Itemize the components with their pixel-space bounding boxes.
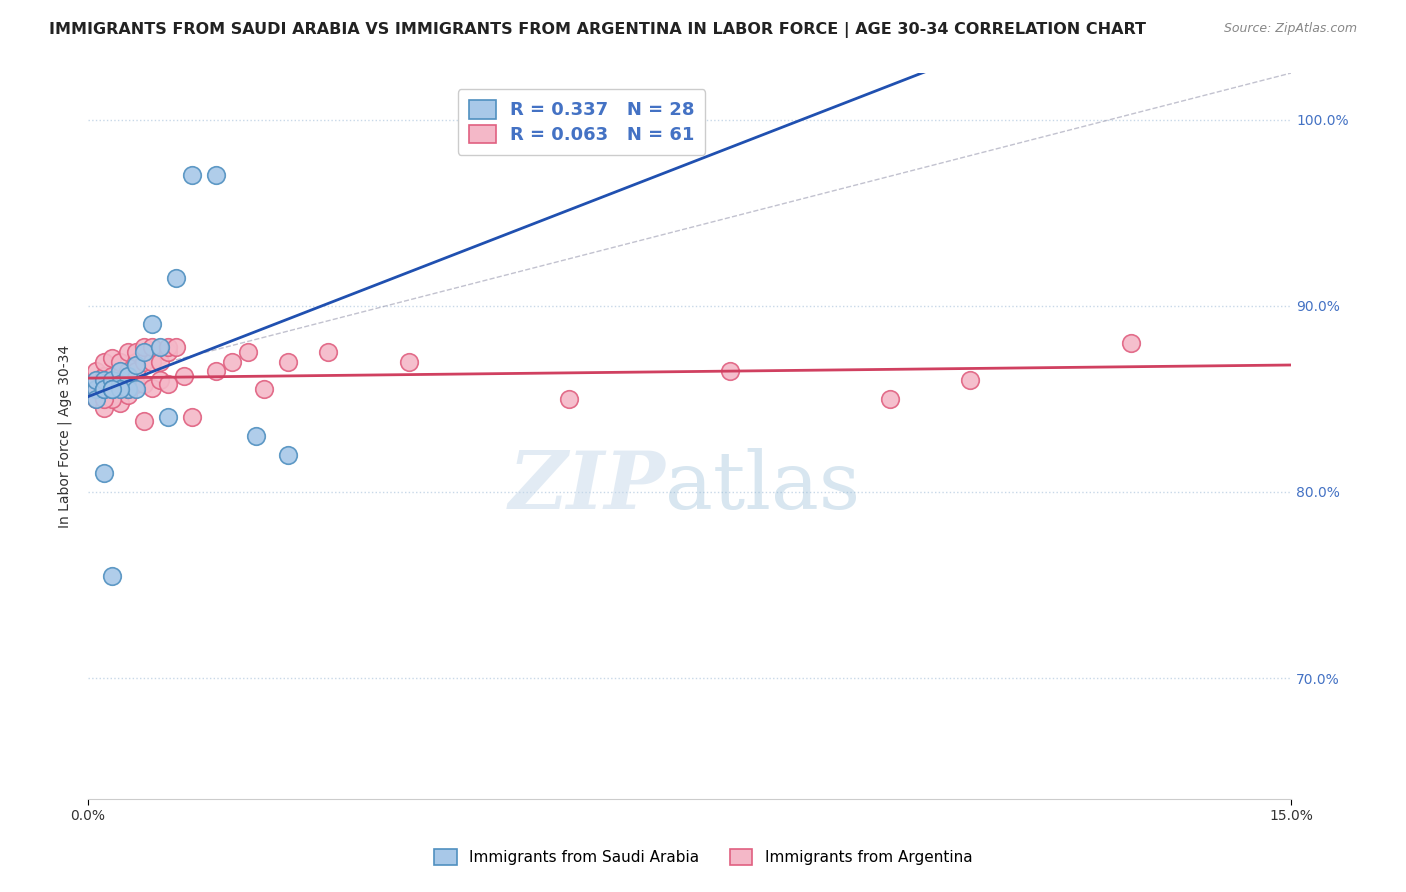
Text: ZIP: ZIP	[509, 448, 665, 525]
Point	[84, 364, 107, 378]
Point	[117, 345, 139, 359]
Point	[108, 373, 131, 387]
Point	[84, 392, 107, 406]
Point	[117, 376, 139, 391]
Point	[93, 376, 115, 391]
Point	[117, 383, 139, 397]
Point	[117, 388, 139, 402]
Point	[100, 383, 122, 397]
Point	[156, 345, 179, 359]
Legend: Immigrants from Saudi Arabia, Immigrants from Argentina: Immigrants from Saudi Arabia, Immigrants…	[427, 843, 979, 871]
Point	[165, 340, 187, 354]
Point	[245, 429, 267, 443]
Point	[398, 354, 420, 368]
Point	[277, 354, 299, 368]
Point	[117, 369, 139, 384]
Point	[100, 388, 122, 402]
Point	[236, 345, 259, 359]
Point	[125, 383, 148, 397]
Point	[93, 383, 115, 397]
Point	[125, 354, 148, 368]
Point	[100, 376, 122, 391]
Point	[221, 354, 243, 368]
Point	[100, 568, 122, 582]
Point	[84, 383, 107, 397]
Point	[149, 340, 172, 354]
Point	[156, 340, 179, 354]
Point	[108, 383, 131, 397]
Point	[84, 373, 107, 387]
Point	[149, 354, 172, 368]
Point	[84, 383, 107, 397]
Point	[84, 392, 107, 406]
Point	[132, 376, 155, 391]
Point	[100, 383, 122, 397]
Point	[141, 318, 163, 332]
Text: Source: ZipAtlas.com: Source: ZipAtlas.com	[1223, 22, 1357, 36]
Point	[165, 270, 187, 285]
Point	[84, 373, 107, 387]
Point	[156, 376, 179, 391]
Point	[132, 345, 155, 359]
Point	[156, 410, 179, 425]
Point	[100, 383, 122, 397]
Point	[100, 351, 122, 365]
Point	[718, 364, 741, 378]
Point	[205, 364, 228, 378]
Point	[108, 369, 131, 384]
Text: IMMIGRANTS FROM SAUDI ARABIA VS IMMIGRANTS FROM ARGENTINA IN LABOR FORCE | AGE 3: IMMIGRANTS FROM SAUDI ARABIA VS IMMIGRAN…	[49, 22, 1146, 38]
Point	[125, 376, 148, 391]
Point	[125, 345, 148, 359]
Point	[181, 410, 204, 425]
Point	[93, 383, 115, 397]
Point	[93, 392, 115, 406]
Point	[1119, 335, 1142, 350]
Point	[93, 401, 115, 416]
Legend: R = 0.337   N = 28, R = 0.063   N = 61: R = 0.337 N = 28, R = 0.063 N = 61	[458, 89, 706, 155]
Point	[100, 373, 122, 387]
Point	[132, 354, 155, 368]
Point	[318, 345, 340, 359]
Point	[277, 448, 299, 462]
Point	[141, 354, 163, 368]
Point	[132, 340, 155, 354]
Point	[100, 376, 122, 391]
Point	[108, 383, 131, 397]
Point	[253, 383, 276, 397]
Point	[108, 395, 131, 409]
Point	[125, 364, 148, 378]
Point	[93, 383, 115, 397]
Point	[149, 373, 172, 387]
Point	[205, 169, 228, 183]
Point	[117, 383, 139, 397]
Point	[93, 392, 115, 406]
Point	[93, 369, 115, 384]
Point	[108, 364, 131, 378]
Point	[141, 381, 163, 395]
Point	[132, 414, 155, 428]
Point	[93, 373, 115, 387]
Point	[173, 369, 195, 384]
Point	[558, 392, 581, 406]
Text: atlas: atlas	[665, 448, 860, 526]
Point	[117, 364, 139, 378]
Point	[141, 340, 163, 354]
Point	[879, 392, 901, 406]
Point	[93, 354, 115, 368]
Point	[959, 373, 981, 387]
Point	[93, 467, 115, 481]
Point	[108, 354, 131, 368]
Point	[117, 369, 139, 384]
Point	[100, 381, 122, 395]
Point	[181, 169, 204, 183]
Point	[125, 359, 148, 373]
Point	[100, 392, 122, 406]
Point	[108, 376, 131, 391]
Y-axis label: In Labor Force | Age 30-34: In Labor Force | Age 30-34	[58, 344, 72, 527]
Point	[100, 369, 122, 384]
Point	[108, 376, 131, 391]
